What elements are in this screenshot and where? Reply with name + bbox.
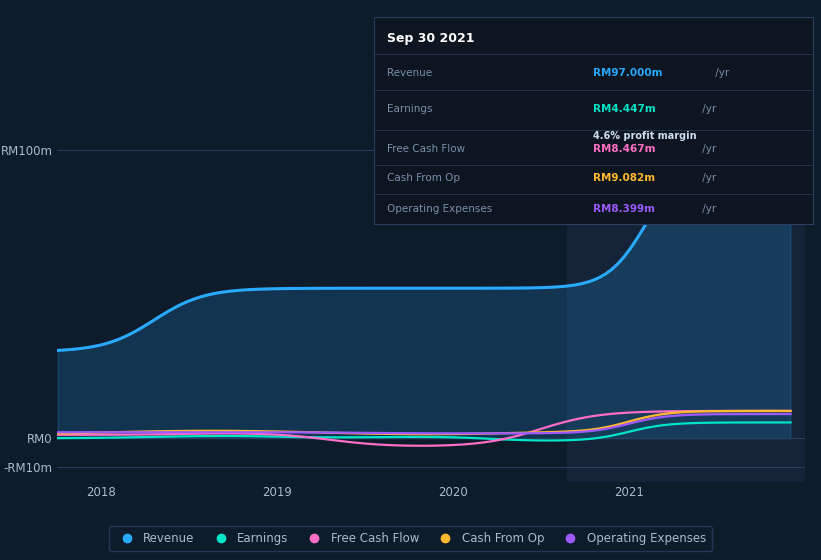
Text: RM8.399m: RM8.399m bbox=[594, 204, 655, 214]
Text: RM8.467m: RM8.467m bbox=[594, 144, 656, 155]
Text: Sep 30 2021: Sep 30 2021 bbox=[387, 32, 475, 45]
Text: /yr: /yr bbox=[712, 68, 729, 78]
Text: RM9.082m: RM9.082m bbox=[594, 174, 655, 184]
Text: Cash From Op: Cash From Op bbox=[387, 174, 460, 184]
Legend: Revenue, Earnings, Free Cash Flow, Cash From Op, Operating Expenses: Revenue, Earnings, Free Cash Flow, Cash … bbox=[109, 526, 712, 551]
Bar bbox=[567, 106, 808, 482]
Text: RM97.000m: RM97.000m bbox=[594, 68, 663, 78]
Text: Operating Expenses: Operating Expenses bbox=[387, 204, 492, 214]
Text: Revenue: Revenue bbox=[387, 68, 432, 78]
Text: Earnings: Earnings bbox=[387, 104, 432, 114]
Text: /yr: /yr bbox=[699, 204, 716, 214]
Text: /yr: /yr bbox=[699, 104, 716, 114]
Text: /yr: /yr bbox=[699, 174, 716, 184]
Text: Free Cash Flow: Free Cash Flow bbox=[387, 144, 465, 155]
Text: 4.6% profit margin: 4.6% profit margin bbox=[594, 131, 697, 141]
Text: /yr: /yr bbox=[699, 144, 716, 155]
Text: RM4.447m: RM4.447m bbox=[594, 104, 656, 114]
